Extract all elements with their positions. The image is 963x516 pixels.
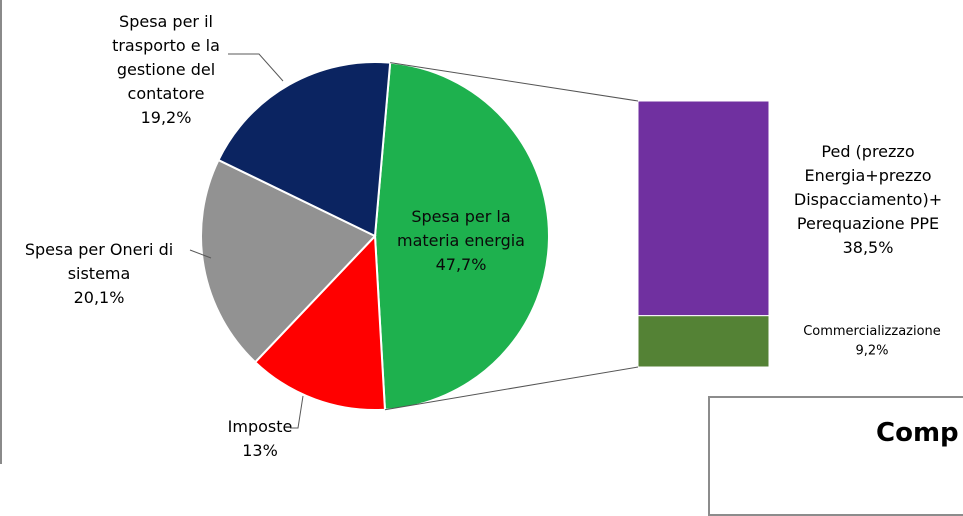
inset-panel — [708, 396, 963, 516]
connector-line-bottom — [384, 366, 639, 411]
data-label-line: Spesa per la — [411, 207, 510, 226]
data-label-line: trasporto e la — [112, 36, 220, 55]
pie-slice — [373, 61, 550, 411]
leader-line-imposte — [290, 395, 304, 429]
leader-line-oneri — [189, 249, 212, 259]
data-label-line: 9,2% — [855, 344, 888, 359]
slice-data-label: Imposte 13% — [228, 417, 293, 460]
data-label-line: Perequazione PPE — [797, 214, 939, 233]
data-label-line: materia energia — [397, 231, 525, 250]
data-label-line: 20,1% — [74, 288, 125, 307]
slice-data-label: Spesa per la materia energia 47,7% — [397, 207, 525, 274]
data-label-line: Commercializzazione — [803, 324, 941, 339]
data-label-line: 19,2% — [141, 108, 192, 127]
data-label-line: 47,7% — [436, 255, 487, 274]
pie-slice — [217, 61, 392, 238]
data-label-line: Spesa per il — [119, 12, 213, 31]
bar-segment — [637, 315, 770, 368]
bar-segment — [637, 100, 770, 317]
data-label-line: Spesa per Oneri di — [25, 240, 173, 259]
bar-data-label: Ped (prezzo Energia+prezzo Dispacciamento)… — [794, 142, 942, 257]
data-label-line: Imposte — [228, 417, 293, 436]
connector-line-top — [390, 62, 639, 102]
bar-data-label: Commercializzazione 9,2% — [803, 324, 941, 359]
data-label-line: 38,5% — [843, 238, 894, 257]
pie-of-bar-chart: Spesa per la materia energia 47,7% Imposte 1… — [25, 12, 942, 460]
leader-line-trasporto — [228, 53, 284, 82]
data-label-line: contatore — [128, 84, 205, 103]
data-label-line: 13% — [242, 441, 278, 460]
data-label-line: sistema — [68, 264, 131, 283]
data-label-line: Energia+prezzo — [804, 166, 931, 185]
data-label-line: gestione del — [117, 60, 215, 79]
data-label-line: Dispacciamento)+ — [794, 190, 942, 209]
slice-data-label: Spesa per Oneri di sistema 20,1% — [25, 240, 173, 307]
pie-slice — [253, 233, 387, 411]
inset-title: Comp — [876, 418, 959, 448]
slice-data-label: Spesa per il trasporto e la gestione del co… — [112, 12, 220, 127]
data-label-line: Ped (prezzo — [821, 142, 914, 161]
pie-slice — [200, 158, 377, 364]
